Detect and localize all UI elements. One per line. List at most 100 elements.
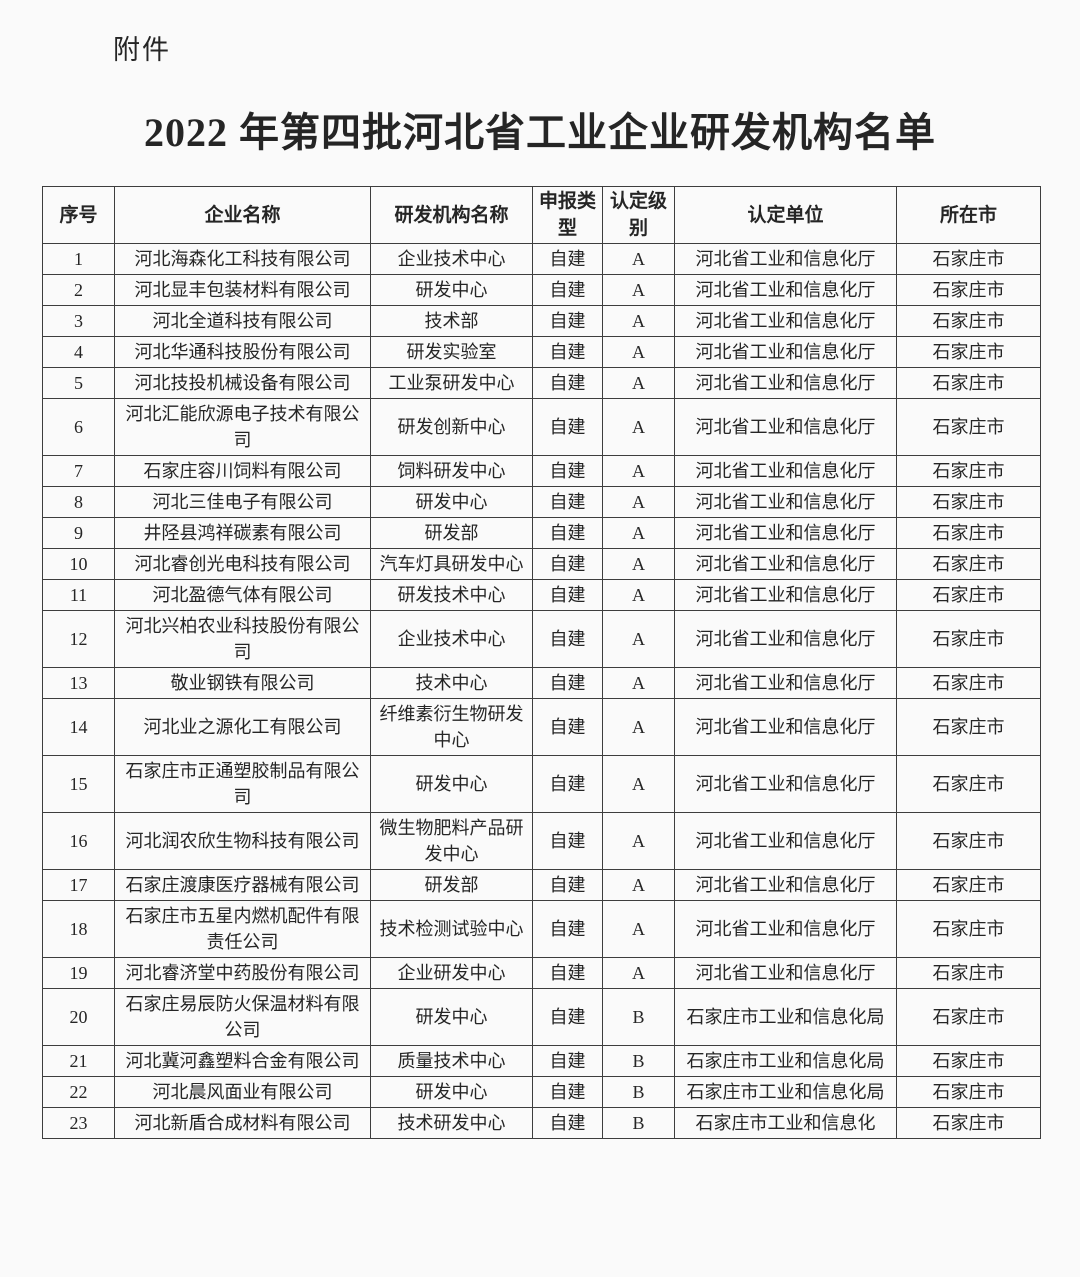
table-cell: 河北省工业和信息化厅 bbox=[674, 455, 897, 487]
table-row: 20 石家庄易辰防火保温材料有限公司 研发中心 自建 B 石家庄市工业和信息化局 石家庄市 bbox=[42, 988, 1041, 1046]
column-header: 所在市 bbox=[896, 186, 1041, 244]
table-cell: 石家庄市 bbox=[896, 305, 1041, 337]
table-cell: 河北省工业和信息化厅 bbox=[674, 305, 897, 337]
table-cell: 质量技术中心 bbox=[370, 1045, 533, 1077]
table-cell: 石家庄市 bbox=[896, 579, 1041, 611]
table-cell: 自建 bbox=[532, 486, 603, 518]
column-header: 序号 bbox=[42, 186, 115, 244]
table-cell: A bbox=[602, 698, 675, 756]
table-cell: A bbox=[602, 667, 675, 699]
table-cell: 技术检测试验中心 bbox=[370, 900, 533, 958]
table-cell: 河北睿济堂中药股份有限公司 bbox=[114, 957, 371, 989]
table-cell: 自建 bbox=[532, 548, 603, 580]
table-row: 13 敬业钢铁有限公司 技术中心 自建 A 河北省工业和信息化厅 石家庄市 bbox=[42, 667, 1041, 699]
column-header: 申报类型 bbox=[532, 186, 603, 244]
table-cell: 7 bbox=[42, 455, 115, 487]
table-row: 17 石家庄渡康医疗器械有限公司 研发部 自建 A 河北省工业和信息化厅 石家庄市 bbox=[42, 869, 1041, 901]
table-cell: A bbox=[602, 812, 675, 870]
table-row: 8 河北三佳电子有限公司 研发中心 自建 A 河北省工业和信息化厅 石家庄市 bbox=[42, 486, 1041, 518]
table-cell: 技术研发中心 bbox=[370, 1107, 533, 1139]
table-cell: 自建 bbox=[532, 336, 603, 368]
table-cell: 自建 bbox=[532, 698, 603, 756]
table-cell: 河北兴柏农业科技股份有限公司 bbox=[114, 610, 371, 668]
table-cell: A bbox=[602, 398, 675, 456]
table-row: 3 河北全道科技有限公司 技术部 自建 A 河北省工业和信息化厅 石家庄市 bbox=[42, 305, 1041, 337]
table-cell: 河北省工业和信息化厅 bbox=[674, 698, 897, 756]
table-cell: A bbox=[602, 336, 675, 368]
table-cell: 10 bbox=[42, 548, 115, 580]
table-cell: 汽车灯具研发中心 bbox=[370, 548, 533, 580]
table-cell: 自建 bbox=[532, 579, 603, 611]
table-row: 18 石家庄市五星内燃机配件有限责任公司 技术检测试验中心 自建 A 河北省工业和信息化厅… bbox=[42, 900, 1041, 958]
table-cell: 河北润农欣生物科技有限公司 bbox=[114, 812, 371, 870]
table-cell: 石家庄市 bbox=[896, 812, 1041, 870]
table-cell: 自建 bbox=[532, 988, 603, 1046]
table-row: 4 河北华通科技股份有限公司 研发实验室 自建 A 河北省工业和信息化厅 石家庄市 bbox=[42, 336, 1041, 368]
table-cell: 研发部 bbox=[370, 517, 533, 549]
table-cell: 石家庄易辰防火保温材料有限公司 bbox=[114, 988, 371, 1046]
table-cell: 技术中心 bbox=[370, 667, 533, 699]
table-cell: 15 bbox=[42, 755, 115, 813]
table-cell: A bbox=[602, 900, 675, 958]
table-cell: 12 bbox=[42, 610, 115, 668]
table-cell: 19 bbox=[42, 957, 115, 989]
column-header: 认定级别 bbox=[602, 186, 675, 244]
table-cell: 自建 bbox=[532, 1107, 603, 1139]
table-row: 6 河北汇能欣源电子技术有限公司 研发创新中心 自建 A 河北省工业和信息化厅 石家庄市 bbox=[42, 398, 1041, 456]
table-cell: 自建 bbox=[532, 610, 603, 668]
table-cell: 企业技术中心 bbox=[370, 243, 533, 275]
table-header: 序号 企业名称 研发机构名称 申报类型 认定级别 认定单位 所在市 bbox=[42, 186, 1041, 244]
table-cell: 研发部 bbox=[370, 869, 533, 901]
table-cell: 石家庄市 bbox=[896, 610, 1041, 668]
table-cell: 河北省工业和信息化厅 bbox=[674, 336, 897, 368]
attachment-label: 附件 bbox=[113, 35, 171, 65]
table-row: 1 河北海森化工科技有限公司 企业技术中心 自建 A 河北省工业和信息化厅 石家庄市 bbox=[42, 243, 1041, 275]
table-cell: 11 bbox=[42, 579, 115, 611]
table-cell: A bbox=[602, 305, 675, 337]
table-cell: 自建 bbox=[532, 367, 603, 399]
table-cell: 饲料研发中心 bbox=[370, 455, 533, 487]
table-cell: 河北省工业和信息化厅 bbox=[674, 957, 897, 989]
table-cell: 研发中心 bbox=[370, 755, 533, 813]
table-cell: 17 bbox=[42, 869, 115, 901]
table-cell: 5 bbox=[42, 367, 115, 399]
table-cell: 河北三佳电子有限公司 bbox=[114, 486, 371, 518]
table-row: 15 石家庄市正通塑胶制品有限公司 研发中心 自建 A 河北省工业和信息化厅 石家庄市 bbox=[42, 755, 1041, 813]
table-cell: 研发中心 bbox=[370, 988, 533, 1046]
table-cell: 自建 bbox=[532, 455, 603, 487]
table-cell: 自建 bbox=[532, 1045, 603, 1077]
table-cell: 研发中心 bbox=[370, 274, 533, 306]
table-cell: 自建 bbox=[532, 1076, 603, 1108]
table-cell: 河北华通科技股份有限公司 bbox=[114, 336, 371, 368]
table-cell: 研发技术中心 bbox=[370, 579, 533, 611]
column-header: 研发机构名称 bbox=[370, 186, 533, 244]
table-cell: 16 bbox=[42, 812, 115, 870]
table-cell: 自建 bbox=[532, 274, 603, 306]
table-cell: 纤维素衍生物研发中心 bbox=[370, 698, 533, 756]
table-cell: 石家庄市 bbox=[896, 548, 1041, 580]
table-cell: 研发中心 bbox=[370, 1076, 533, 1108]
table-cell: 河北省工业和信息化厅 bbox=[674, 869, 897, 901]
table-cell: 研发实验室 bbox=[370, 336, 533, 368]
table-cell: 自建 bbox=[532, 667, 603, 699]
table-cell: 1 bbox=[42, 243, 115, 275]
table-row: 22 河北晨风面业有限公司 研发中心 自建 B 石家庄市工业和信息化局 石家庄市 bbox=[42, 1076, 1041, 1108]
table-cell: 河北省工业和信息化厅 bbox=[674, 367, 897, 399]
table-cell: A bbox=[602, 517, 675, 549]
table-cell: 河北省工业和信息化厅 bbox=[674, 610, 897, 668]
table-cell: A bbox=[602, 548, 675, 580]
table-cell: A bbox=[602, 243, 675, 275]
table-cell: 自建 bbox=[532, 517, 603, 549]
table-cell: 河北省工业和信息化厅 bbox=[674, 579, 897, 611]
table-cell: 3 bbox=[42, 305, 115, 337]
table-cell: A bbox=[602, 869, 675, 901]
table-row: 9 井陉县鸿祥碳素有限公司 研发部 自建 A 河北省工业和信息化厅 石家庄市 bbox=[42, 517, 1041, 549]
table-cell: 企业技术中心 bbox=[370, 610, 533, 668]
table-cell: A bbox=[602, 486, 675, 518]
table-cell: 自建 bbox=[532, 243, 603, 275]
table-cell: 22 bbox=[42, 1076, 115, 1108]
table-cell: 石家庄市工业和信息化 bbox=[674, 1107, 897, 1139]
table-cell: 石家庄市 bbox=[896, 367, 1041, 399]
table-cell: B bbox=[602, 988, 675, 1046]
table-cell: 18 bbox=[42, 900, 115, 958]
